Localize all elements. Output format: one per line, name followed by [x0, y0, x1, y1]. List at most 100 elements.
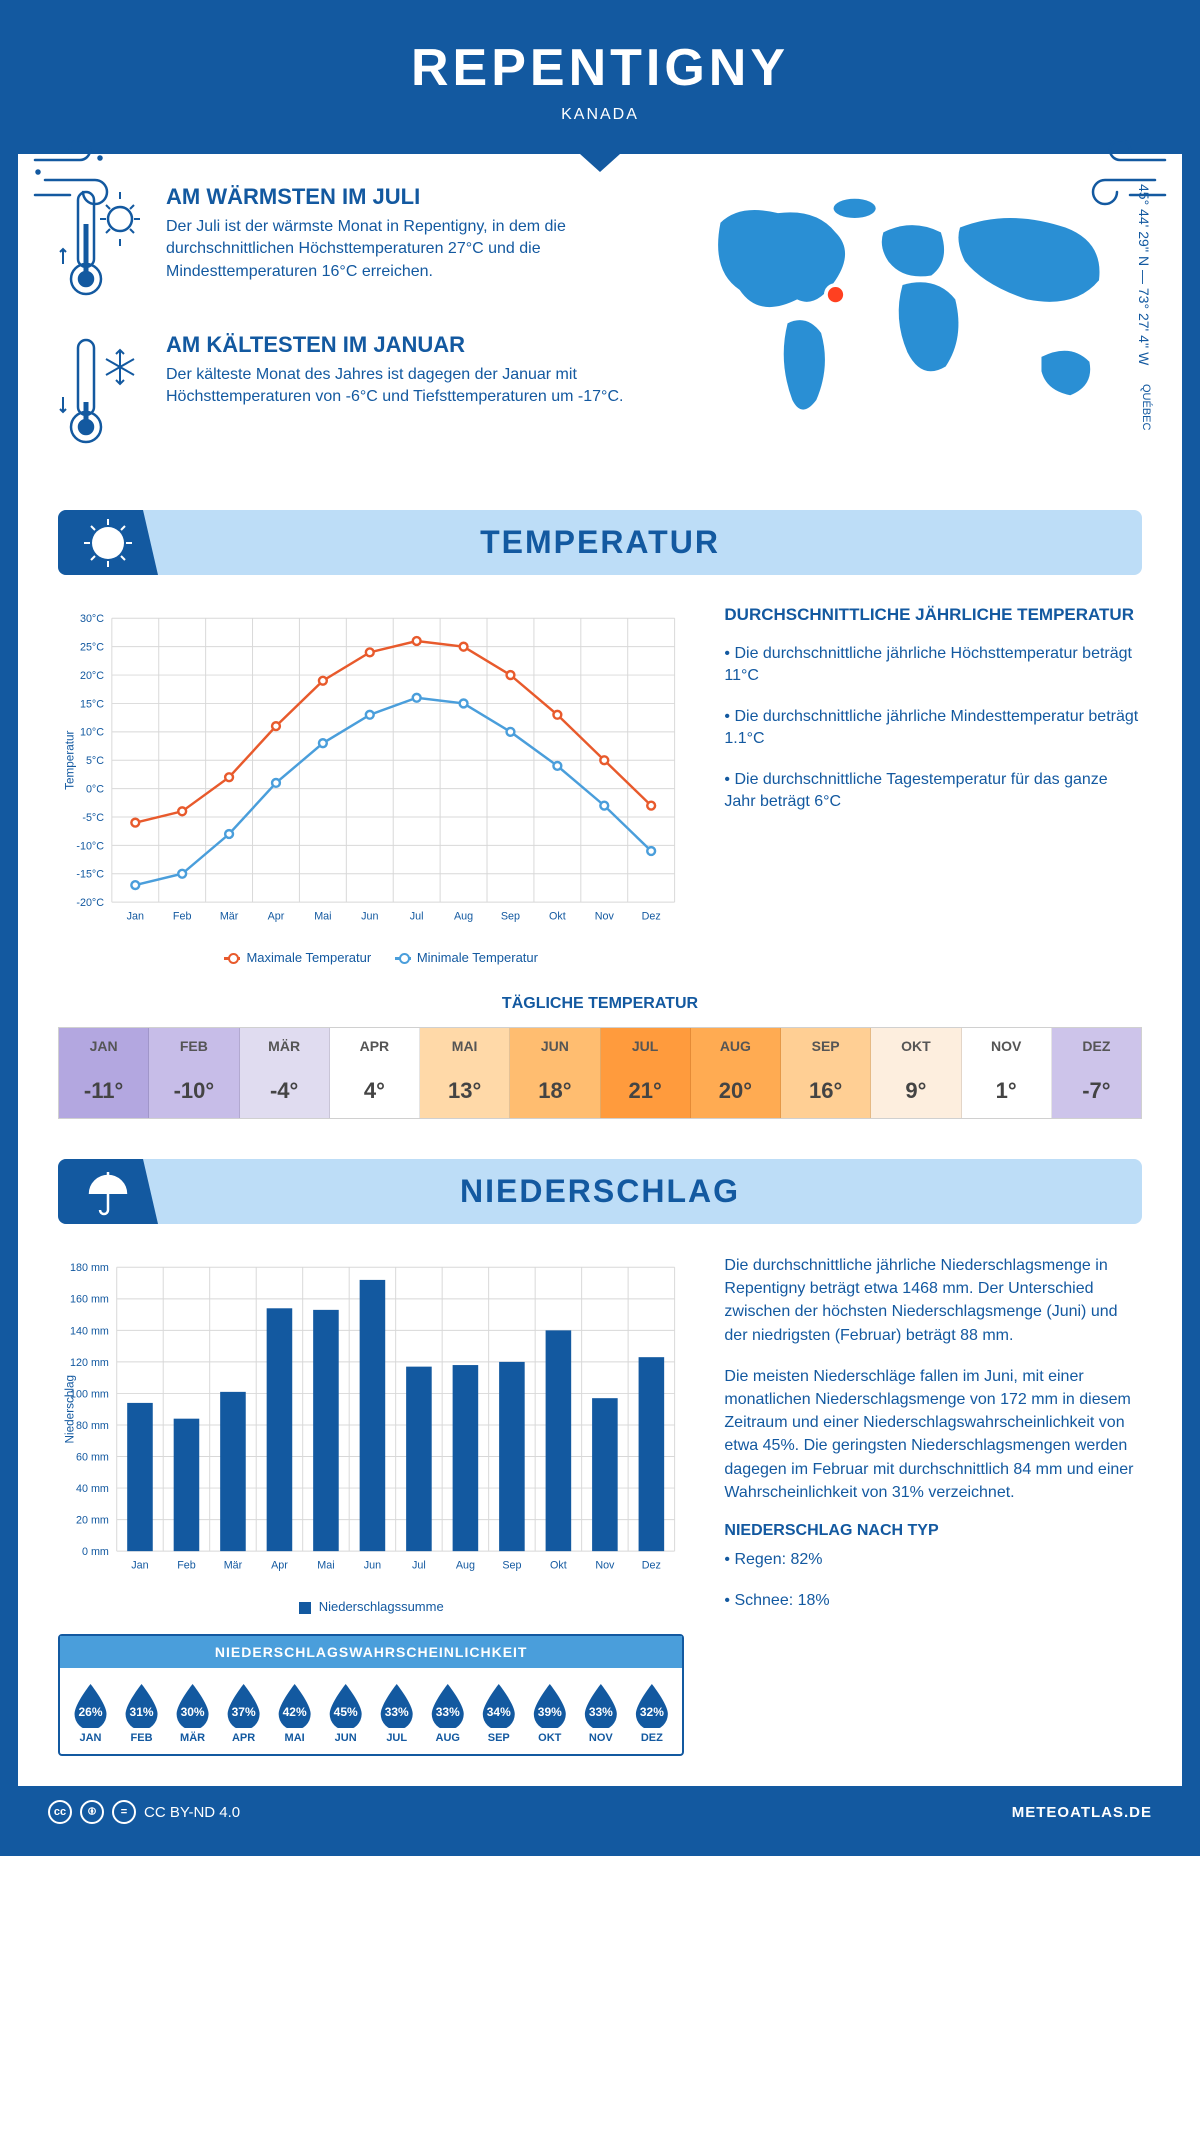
footer: cc 🅯 = CC BY-ND 4.0 METEOATLAS.DE — [18, 1786, 1182, 1838]
temp-legend: Maximale Temperatur Minimale Temperatur — [58, 950, 684, 965]
svg-text:-5°C: -5°C — [82, 812, 104, 824]
prob-cell: 33%JUL — [372, 1680, 421, 1744]
daily-cell: SEP16° — [781, 1028, 871, 1118]
svg-text:Okt: Okt — [549, 911, 566, 923]
svg-text:0°C: 0°C — [86, 784, 104, 796]
svg-text:40 mm: 40 mm — [76, 1483, 109, 1495]
daily-cell: APR4° — [330, 1028, 420, 1118]
svg-text:Aug: Aug — [454, 911, 473, 923]
svg-text:Dez: Dez — [642, 911, 661, 923]
sun-icon — [80, 515, 136, 571]
precipitation-bar-chart: 0 mm20 mm40 mm60 mm80 mm100 mm120 mm140 … — [58, 1254, 684, 1584]
svg-text:10°C: 10°C — [80, 727, 104, 739]
precip-description: Die durchschnittliche jährliche Niedersc… — [724, 1254, 1142, 1756]
wind-icon-left — [30, 140, 130, 220]
location-marker — [826, 285, 845, 304]
svg-text:Jan: Jan — [127, 911, 144, 923]
prob-cell: 37%APR — [219, 1680, 268, 1744]
svg-text:Mär: Mär — [224, 1560, 243, 1572]
prob-cell: 31%FEB — [117, 1680, 166, 1744]
annual-temp-text: DURCHSCHNITTLICHE JÄHRLICHE TEMPERATUR •… — [724, 605, 1142, 965]
svg-text:-20°C: -20°C — [76, 897, 104, 909]
svg-text:Feb: Feb — [177, 1560, 196, 1572]
temp-section-header: TEMPERATUR — [58, 510, 1142, 575]
prob-cell: 32%DEZ — [627, 1680, 676, 1744]
daily-cell: FEB-10° — [149, 1028, 239, 1118]
svg-text:Mär: Mär — [220, 911, 239, 923]
site-name: METEOATLAS.DE — [1012, 1804, 1152, 1821]
svg-text:0 mm: 0 mm — [82, 1546, 109, 1558]
cold-title: AM KÄLTESTEN IM JANUAR — [166, 332, 633, 358]
svg-text:140 mm: 140 mm — [70, 1325, 109, 1337]
svg-text:Jul: Jul — [412, 1560, 426, 1572]
svg-text:25°C: 25°C — [80, 642, 104, 654]
daily-cell: JUN18° — [510, 1028, 600, 1118]
svg-text:Sep: Sep — [502, 1560, 521, 1572]
warm-title: AM WÄRMSTEN IM JULI — [166, 184, 633, 210]
by-icon: 🅯 — [80, 1800, 104, 1824]
prob-cell: 33%NOV — [576, 1680, 625, 1744]
svg-text:Jun: Jun — [364, 1560, 381, 1572]
svg-text:Nov: Nov — [595, 911, 615, 923]
svg-text:Aug: Aug — [456, 1560, 475, 1572]
prob-cell: 34%SEP — [474, 1680, 523, 1744]
region: QUÉBEC — [1140, 384, 1152, 430]
daily-cell: JAN-11° — [59, 1028, 149, 1118]
svg-text:15°C: 15°C — [80, 698, 104, 710]
daily-cell: JUL21° — [601, 1028, 691, 1118]
daily-temp-table: JAN-11°FEB-10°MÄR-4°APR4°MAI13°JUN18°JUL… — [58, 1027, 1142, 1119]
license: cc 🅯 = CC BY-ND 4.0 — [48, 1800, 240, 1824]
svg-text:Jul: Jul — [410, 911, 424, 923]
temp-title: TEMPERATUR — [58, 524, 1142, 561]
daily-cell: MÄR-4° — [240, 1028, 330, 1118]
daily-cell: DEZ-7° — [1052, 1028, 1141, 1118]
svg-text:Jun: Jun — [361, 911, 378, 923]
svg-text:Apr: Apr — [271, 1560, 288, 1572]
svg-text:-10°C: -10°C — [76, 840, 104, 852]
prob-cell: 33%AUG — [423, 1680, 472, 1744]
svg-text:Feb: Feb — [173, 911, 192, 923]
prob-cell: 42%MAI — [270, 1680, 319, 1744]
svg-text:30°C: 30°C — [80, 613, 104, 625]
country: KANADA — [18, 106, 1182, 124]
intro-section: AM WÄRMSTEN IM JULI Der Juli ist der wär… — [58, 184, 1142, 480]
cold-text: Der kälteste Monat des Jahres ist dagege… — [166, 364, 633, 409]
precip-section-header: NIEDERSCHLAG — [58, 1159, 1142, 1224]
svg-text:Niederschlag: Niederschlag — [64, 1375, 77, 1444]
prob-cell: 39%OKT — [525, 1680, 574, 1744]
thermometer-cold-icon — [58, 332, 148, 452]
svg-text:160 mm: 160 mm — [70, 1294, 109, 1306]
svg-text:Mai: Mai — [317, 1560, 334, 1572]
svg-text:Nov: Nov — [595, 1560, 615, 1572]
coldest-fact: AM KÄLTESTEN IM JANUAR Der kälteste Mona… — [58, 332, 633, 452]
daily-temp-title: TÄGLICHE TEMPERATUR — [58, 995, 1142, 1013]
svg-text:Sep: Sep — [501, 911, 520, 923]
svg-text:Mai: Mai — [314, 911, 331, 923]
nd-icon: = — [112, 1800, 136, 1824]
prob-cell: 45%JUN — [321, 1680, 370, 1744]
prob-cell: 30%MÄR — [168, 1680, 217, 1744]
svg-text:20 mm: 20 mm — [76, 1515, 109, 1527]
temperature-line-chart: -20°C-15°C-10°C-5°C0°C5°C10°C15°C20°C25°… — [58, 605, 684, 935]
city-title: REPENTIGNY — [18, 38, 1182, 98]
svg-text:Jan: Jan — [131, 1560, 148, 1572]
daily-cell: AUG20° — [691, 1028, 781, 1118]
umbrella-icon — [82, 1166, 134, 1218]
coordinates: 45° 44' 29'' N — 73° 27' 4'' W — [1136, 184, 1152, 365]
daily-cell: OKT9° — [871, 1028, 961, 1118]
cc-icon: cc — [48, 1800, 72, 1824]
warmest-fact: AM WÄRMSTEN IM JULI Der Juli ist der wär… — [58, 184, 633, 304]
page: REPENTIGNY KANADA — [0, 0, 1200, 1856]
svg-text:20°C: 20°C — [80, 670, 104, 682]
svg-text:Dez: Dez — [642, 1560, 661, 1572]
svg-text:80 mm: 80 mm — [76, 1420, 109, 1432]
prob-cell: 26%JAN — [66, 1680, 115, 1744]
warm-text: Der Juli ist der wärmste Monat in Repent… — [166, 216, 633, 283]
daily-cell: NOV1° — [962, 1028, 1052, 1118]
precip-probability-box: NIEDERSCHLAGSWAHRSCHEINLICHKEIT 26%JAN31… — [58, 1634, 684, 1756]
svg-text:180 mm: 180 mm — [70, 1262, 109, 1274]
svg-text:Apr: Apr — [268, 911, 285, 923]
header: REPENTIGNY KANADA — [18, 18, 1182, 154]
svg-text:5°C: 5°C — [86, 755, 104, 767]
svg-text:Temperatur: Temperatur — [64, 730, 77, 789]
